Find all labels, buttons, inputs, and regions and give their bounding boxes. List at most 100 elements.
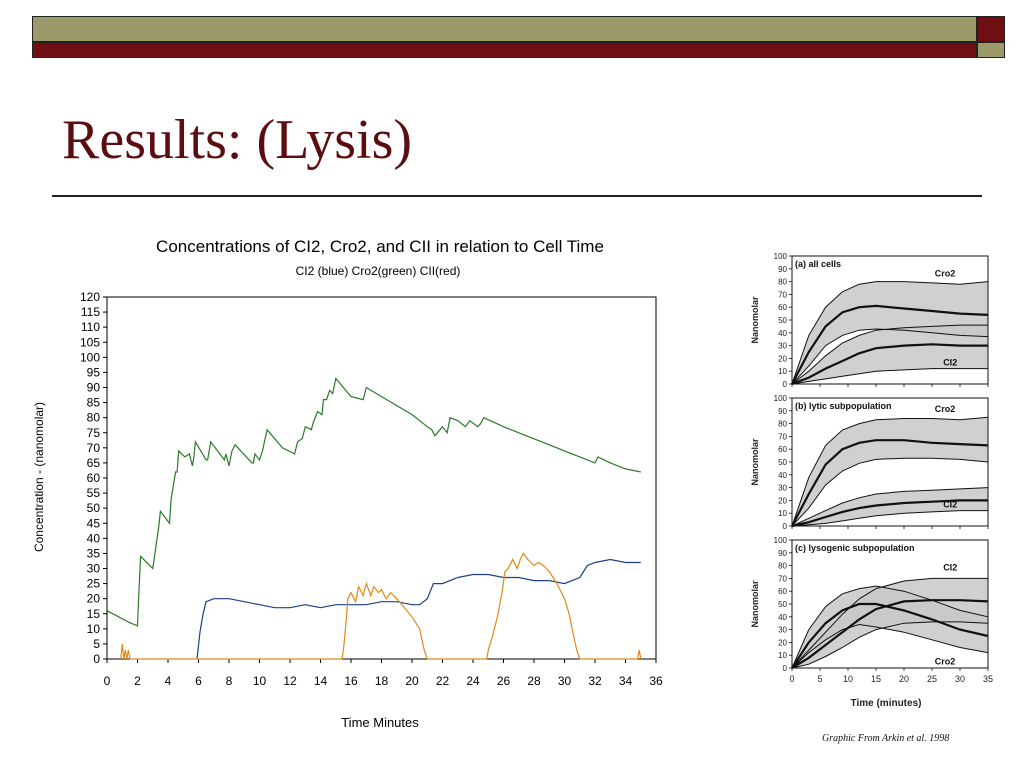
inset-y-tick-label: 60	[778, 445, 787, 454]
inset-y-tick-label: 0	[783, 664, 788, 673]
ci2-mean-line	[791, 599, 989, 669]
y-tick-label: 110	[81, 320, 100, 334]
inset-y-tick-label: 60	[778, 303, 787, 312]
x-tick-label: 2	[134, 674, 141, 688]
ci2-variance-band	[792, 487, 988, 526]
cii-series-line	[120, 552, 642, 660]
inset-y-tick-label: 100	[774, 252, 788, 261]
ci2-lower-line	[791, 368, 988, 385]
inset-panel: 0 10 20 30 40 50 60 70 80 90 100 Nanomolar (b) lytic…	[750, 394, 989, 531]
image-credit: Graphic From Arkin et al. 1998	[822, 733, 950, 744]
x-tick-label: 28	[527, 674, 541, 688]
cro2-upper-line	[791, 585, 989, 669]
y-tick-label: 45	[87, 516, 101, 530]
inset-y-tick-label: 80	[778, 278, 787, 287]
x-tick-label: 16	[344, 674, 358, 688]
header-bar-olive	[32, 16, 977, 42]
y-tick-label: 5	[93, 637, 100, 651]
inset-x-tick-label: 5	[817, 674, 822, 684]
x-tick-label: 10	[253, 674, 267, 688]
y-tick-label: 115	[81, 305, 100, 319]
x-tick-label: 22	[436, 674, 450, 688]
ci2-upper-line	[791, 487, 989, 527]
header-square-maroon	[977, 16, 1005, 42]
ci2-series-line	[196, 558, 641, 660]
x-tick-label: 30	[558, 674, 572, 688]
x-tick-label: 20	[405, 674, 419, 688]
y-tick-label: 50	[87, 501, 101, 515]
cro2-mean-line	[791, 602, 989, 669]
inset-y-tick-label: 30	[778, 626, 787, 635]
inset-panel-label: (a) all cells	[795, 259, 841, 269]
cro2-mean-line	[791, 304, 989, 385]
header-bar-maroon	[32, 42, 977, 58]
title-divider	[52, 195, 982, 197]
plot-frame	[106, 296, 657, 660]
chart-y-axis-label: Concentration - (nanomolar)	[32, 402, 46, 552]
inset-x-tick-label: 35	[983, 674, 993, 684]
x-tick-label: 0	[104, 674, 111, 688]
inset-y-tick-label: 90	[778, 407, 787, 416]
x-tick-label: 14	[314, 674, 328, 688]
inset-x-tick-label: 30	[955, 674, 965, 684]
y-tick-label: 100	[80, 350, 100, 364]
inset-y-tick-label: 10	[778, 651, 787, 660]
inset-y-tick-label: 40	[778, 329, 787, 338]
inset-panel: 0 10 20 30 40 50 60 70 80 90 100 0 5 10 15 20 25 30 35 Nano…	[750, 536, 993, 684]
arkin-panels: Time (minutes) 0102030405060708090100Nan…	[750, 252, 993, 709]
inset-y-tick-label: 0	[783, 522, 788, 531]
inset-y-axis-label: Nanomolar	[750, 580, 760, 628]
inset-y-tick-label: 70	[778, 574, 787, 583]
y-tick-label: 40	[87, 531, 101, 545]
inset-y-tick-label: 90	[778, 549, 787, 558]
cro2-series-line	[106, 377, 641, 627]
inset-x-tick-label: 25	[927, 674, 937, 684]
inset-x-tick-label: 10	[843, 674, 853, 684]
x-tick-label: 4	[165, 674, 172, 688]
inset-y-tick-label: 0	[783, 380, 788, 389]
inset-y-tick-label: 70	[778, 432, 787, 441]
inset-y-tick-label: 30	[778, 342, 787, 351]
cro2-variance-band	[792, 281, 988, 384]
inset-cro2-label: Cro2	[935, 269, 956, 279]
chart-subtitle: CI2 (blue) Cro2(green) CII(red)	[296, 264, 461, 278]
y-tick-label: 15	[87, 607, 101, 621]
cro2-lower-line	[791, 328, 989, 385]
header-square-olive	[977, 42, 1005, 58]
inset-y-axis-label: Nanomolar	[750, 438, 760, 486]
cro2-lower-line	[791, 623, 989, 669]
y-tick-label: 75	[87, 426, 101, 440]
ci2-mean-line	[791, 499, 988, 528]
inset-y-tick-label: 40	[778, 613, 787, 622]
x-tick-label: 6	[195, 674, 202, 688]
y-tick-label: 55	[87, 486, 101, 500]
concentration-chart: Concentrations of CI2, Cro2, and CII in …	[32, 237, 663, 730]
inset-panel: 0 10 20 30 40 50 60 70 80 90 100 Nanomolar (a) all c…	[750, 252, 989, 389]
x-tick-label: 24	[466, 674, 480, 688]
ci2-upper-line	[791, 324, 988, 385]
x-tick-label: 36	[649, 674, 663, 688]
y-tick-label: 95	[87, 365, 101, 379]
inset-x-tick-label: 0	[789, 674, 794, 684]
inset-y-tick-label: 30	[778, 484, 787, 493]
inset-ci2-label: CI2	[943, 358, 957, 368]
inset-y-tick-label: 50	[778, 316, 787, 325]
y-tick-label: 35	[87, 546, 101, 560]
inset-cro2-label: Cro2	[935, 657, 956, 667]
x-tick-label: 26	[497, 674, 511, 688]
inset-y-tick-label: 20	[778, 354, 787, 363]
inset-ci2-label: CI2	[943, 562, 957, 572]
y-tick-label: 85	[87, 396, 101, 410]
inset-y-tick-label: 80	[778, 562, 787, 571]
inset-y-tick-label: 70	[778, 290, 787, 299]
y-tick-label: 105	[80, 335, 100, 349]
inset-y-tick-label: 20	[778, 496, 787, 505]
y-tick-label: 10	[87, 622, 101, 636]
inset-y-tick-label: 100	[774, 536, 788, 545]
x-tick-label: 34	[619, 674, 633, 688]
x-tick-label: 12	[283, 674, 297, 688]
y-tick-label: 20	[87, 592, 101, 606]
x-tick-label: 8	[226, 674, 233, 688]
y-tick-label: 0	[93, 652, 100, 666]
ci2-mean-line	[791, 343, 988, 386]
